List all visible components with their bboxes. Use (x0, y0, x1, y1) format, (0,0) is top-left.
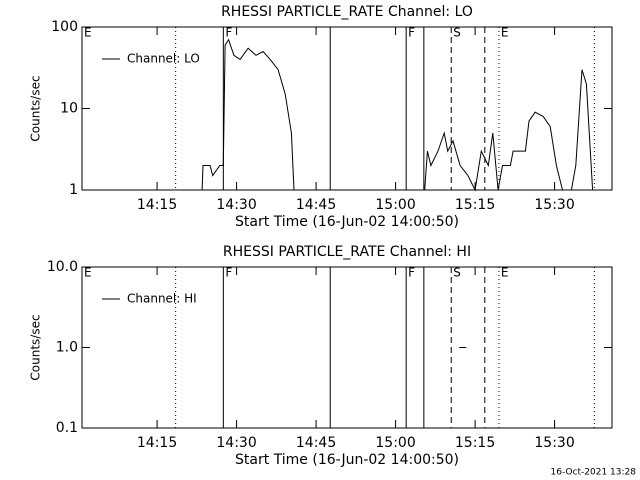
x-tick-label: 14:45 (296, 435, 336, 451)
annotation: S (453, 266, 461, 280)
y-axis-label: Counts/sec (29, 75, 43, 141)
annotation: F (408, 266, 415, 280)
x-tick-label: 14:15 (137, 197, 177, 213)
x-tick-label: 15:00 (375, 435, 415, 451)
annotation: E (84, 266, 92, 280)
y-tick-label: 1 (69, 182, 78, 198)
annotation: E (501, 26, 509, 40)
y-tick-label: 0.1 (56, 420, 78, 436)
x-tick-label: 15:15 (455, 435, 495, 451)
y-tick-label: 10.0 (47, 259, 78, 275)
x-tick-label: 14:30 (216, 197, 256, 213)
x-tick-label: 15:15 (455, 197, 495, 213)
annotation: F (408, 26, 415, 40)
x-tick-label: 15:30 (534, 435, 574, 451)
x-axis-label: Start Time (16-Jun-02 14:00:50) (235, 452, 459, 468)
annotation: F (225, 266, 232, 280)
x-tick-label: 14:30 (216, 435, 256, 451)
x-tick-label: 14:15 (137, 435, 177, 451)
annotation: S (453, 26, 461, 40)
chart-title: RHESSI PARTICLE_RATE Channel: HI (223, 244, 471, 260)
x-axis-label: Start Time (16-Jun-02 14:00:50) (235, 214, 459, 230)
y-tick-label: 100 (51, 19, 78, 35)
annotation: F (225, 26, 232, 40)
legend-label: Channel: LO (127, 52, 200, 66)
data-line (201, 38, 594, 192)
footer: 16-Oct-2021 13:28 (551, 468, 637, 478)
y-tick-label: 1.0 (56, 340, 78, 356)
legend-label: Channel: HI (127, 292, 197, 306)
x-tick-label: 14:45 (296, 197, 336, 213)
x-tick-label: 15:30 (534, 197, 574, 213)
y-axis-label: Counts/sec (29, 314, 43, 380)
annotation: E (501, 266, 509, 280)
chart-title: RHESSI PARTICLE_RATE Channel: LO (221, 4, 473, 20)
annotation: E (84, 26, 92, 40)
y-tick-label: 10 (60, 101, 78, 117)
x-tick-label: 15:00 (375, 197, 415, 213)
